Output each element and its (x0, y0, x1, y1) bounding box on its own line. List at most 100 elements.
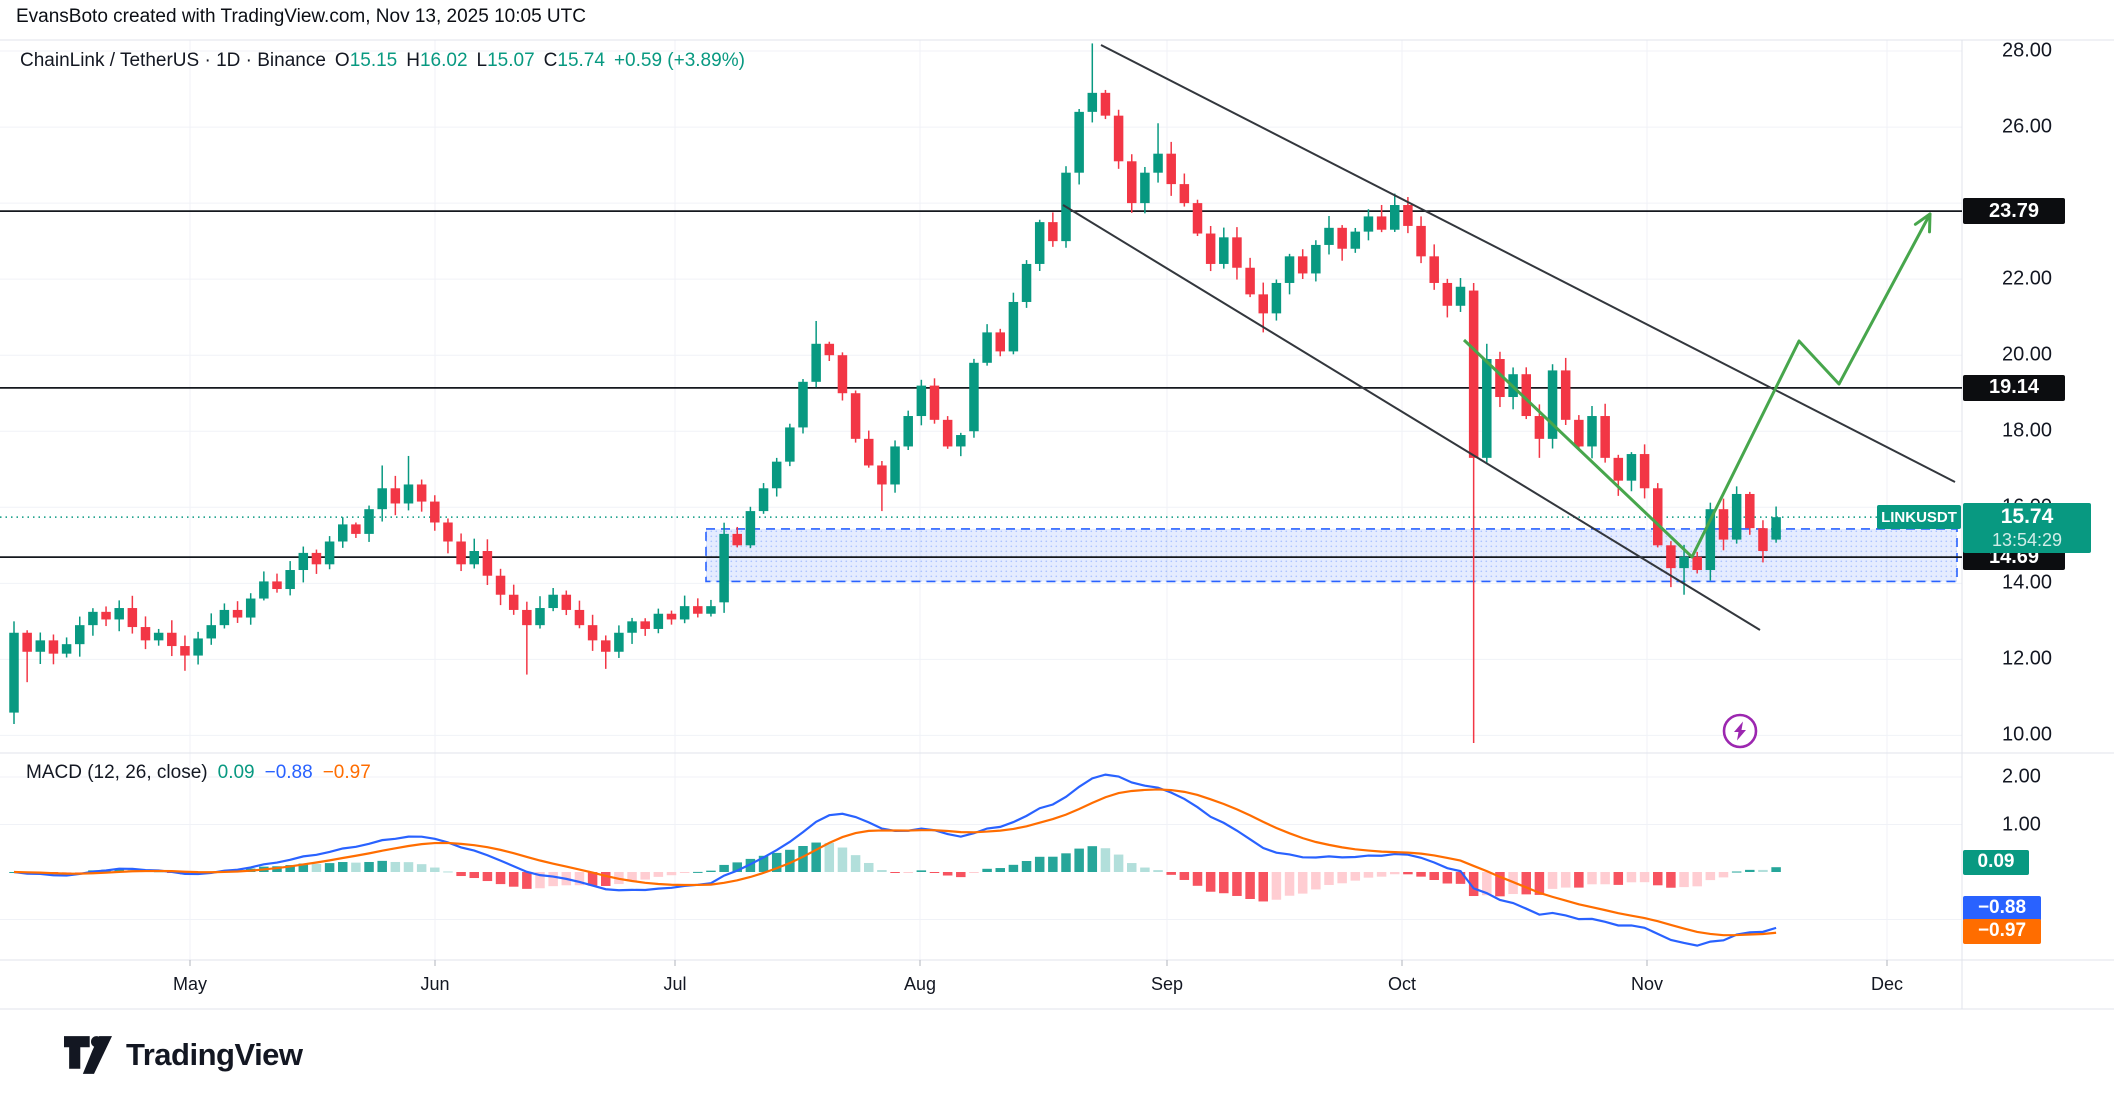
candle-body (1087, 92, 1098, 112)
candle-body (1113, 115, 1124, 162)
candle-body (1482, 358, 1492, 458)
candle-body (298, 552, 309, 571)
month-tick-label: Dec (1870, 974, 1904, 994)
macd-bar (1074, 848, 1084, 872)
macd-bar (1311, 872, 1321, 890)
price-tick-label: 28.00 (2002, 39, 2053, 62)
candle-body (193, 638, 203, 656)
tradingview-logo-icon (64, 1036, 112, 1074)
macd-bar (153, 871, 164, 873)
macd-bar (995, 868, 1005, 872)
macd-title[interactable]: MACD (12, 26, close) (26, 762, 208, 783)
macd-bar (1048, 856, 1058, 872)
macd-bar (1482, 872, 1492, 896)
macd-bar (1574, 872, 1584, 888)
candle-body (61, 644, 72, 654)
price-tick-label: 26.00 (2002, 115, 2053, 138)
candle-body (351, 524, 361, 534)
macd-bar (627, 872, 637, 882)
candle-body (1271, 282, 1282, 314)
support-zone[interactable] (705, 528, 1958, 583)
macd-bar (798, 846, 808, 872)
candle-body (1100, 92, 1111, 116)
macd-bar (1205, 872, 1216, 892)
macd-bar (745, 858, 756, 872)
candle-body (995, 332, 1005, 352)
candle-body (1468, 290, 1479, 458)
candle-body (864, 438, 874, 466)
candle-body (1337, 227, 1347, 249)
ohlc-low: L15.07 (476, 50, 535, 71)
macd-bar (1127, 863, 1137, 872)
level-price-label: 19.14 (1963, 374, 2065, 401)
candle-body (535, 608, 545, 626)
candle-body (1639, 454, 1650, 489)
macd-bar (653, 872, 664, 877)
current-price-symbol-tag: LINKUSDT (1877, 505, 1961, 529)
macd-bar (1284, 872, 1295, 896)
macd-axis-label: −0.97 (1963, 918, 2041, 944)
price-tick-label: 22.00 (2002, 267, 2053, 290)
month-tick-label: Oct (1387, 974, 1417, 994)
candle-body (1074, 111, 1084, 173)
candle-body (75, 625, 85, 645)
candle-body (1521, 374, 1531, 417)
candle-body (1626, 454, 1637, 481)
candle-body (1008, 301, 1019, 352)
candle-body (811, 343, 821, 382)
macd-histogram[interactable] (9, 842, 1781, 902)
grid (0, 40, 1962, 960)
candle-body (627, 621, 637, 633)
macd-bar (1179, 872, 1190, 880)
tradingview-logo[interactable]: TradingView (64, 1034, 303, 1076)
candle-body (1771, 517, 1781, 540)
macd-bar (679, 872, 690, 873)
macd-bar (324, 863, 335, 872)
macd-bar (877, 870, 887, 872)
month-tick-label: Jun (420, 974, 450, 994)
macd-bar (574, 872, 585, 886)
macd-bar (1705, 872, 1716, 881)
candle-body (1192, 203, 1203, 234)
macd-bar (1442, 872, 1453, 884)
macd-signal-line[interactable] (13, 788, 1777, 937)
macd-bar (456, 872, 466, 877)
ohlc-open: O15.15 (334, 50, 398, 71)
candle-body (324, 541, 335, 565)
candle-body (101, 611, 111, 620)
candle-body (614, 632, 624, 652)
macd-bar (942, 872, 953, 876)
candle-body (1745, 493, 1755, 529)
current-price-value: 15.74 (2000, 505, 2054, 528)
candle-body (587, 625, 598, 641)
candle-body (929, 385, 940, 420)
macd-bar (1745, 869, 1755, 872)
candle-body (1284, 256, 1295, 283)
candle-body (719, 533, 729, 603)
candle-body (1311, 244, 1321, 274)
lightning-icon[interactable] (1722, 713, 1758, 749)
trendlines[interactable] (1062, 44, 1956, 631)
candle-body (693, 606, 703, 614)
macd-line-value: −0.88 (264, 762, 313, 783)
candlestick-series[interactable] (9, 43, 1781, 744)
candle-body (377, 488, 387, 510)
candle-body (206, 625, 216, 639)
macd-bar (1271, 872, 1282, 900)
candle-body (1376, 216, 1387, 230)
projection-path[interactable] (1462, 212, 1932, 559)
candle-body (114, 608, 124, 620)
candle-body (245, 598, 256, 618)
candle-body (1390, 205, 1400, 230)
candle-body (1758, 528, 1768, 552)
macd-bar (548, 872, 558, 887)
price-tick-label: 20.00 (2002, 343, 2053, 366)
macd-axis-label: −0.88 (1963, 895, 2041, 921)
macd-bar (1455, 872, 1466, 884)
candle-body (1455, 286, 1466, 306)
macd-bar (351, 862, 361, 872)
symbol-title[interactable]: ChainLink / TetherUS · 1D · Binance (20, 50, 326, 71)
candle-body (1363, 216, 1374, 232)
horizontal-level-lines[interactable] (0, 210, 1962, 558)
